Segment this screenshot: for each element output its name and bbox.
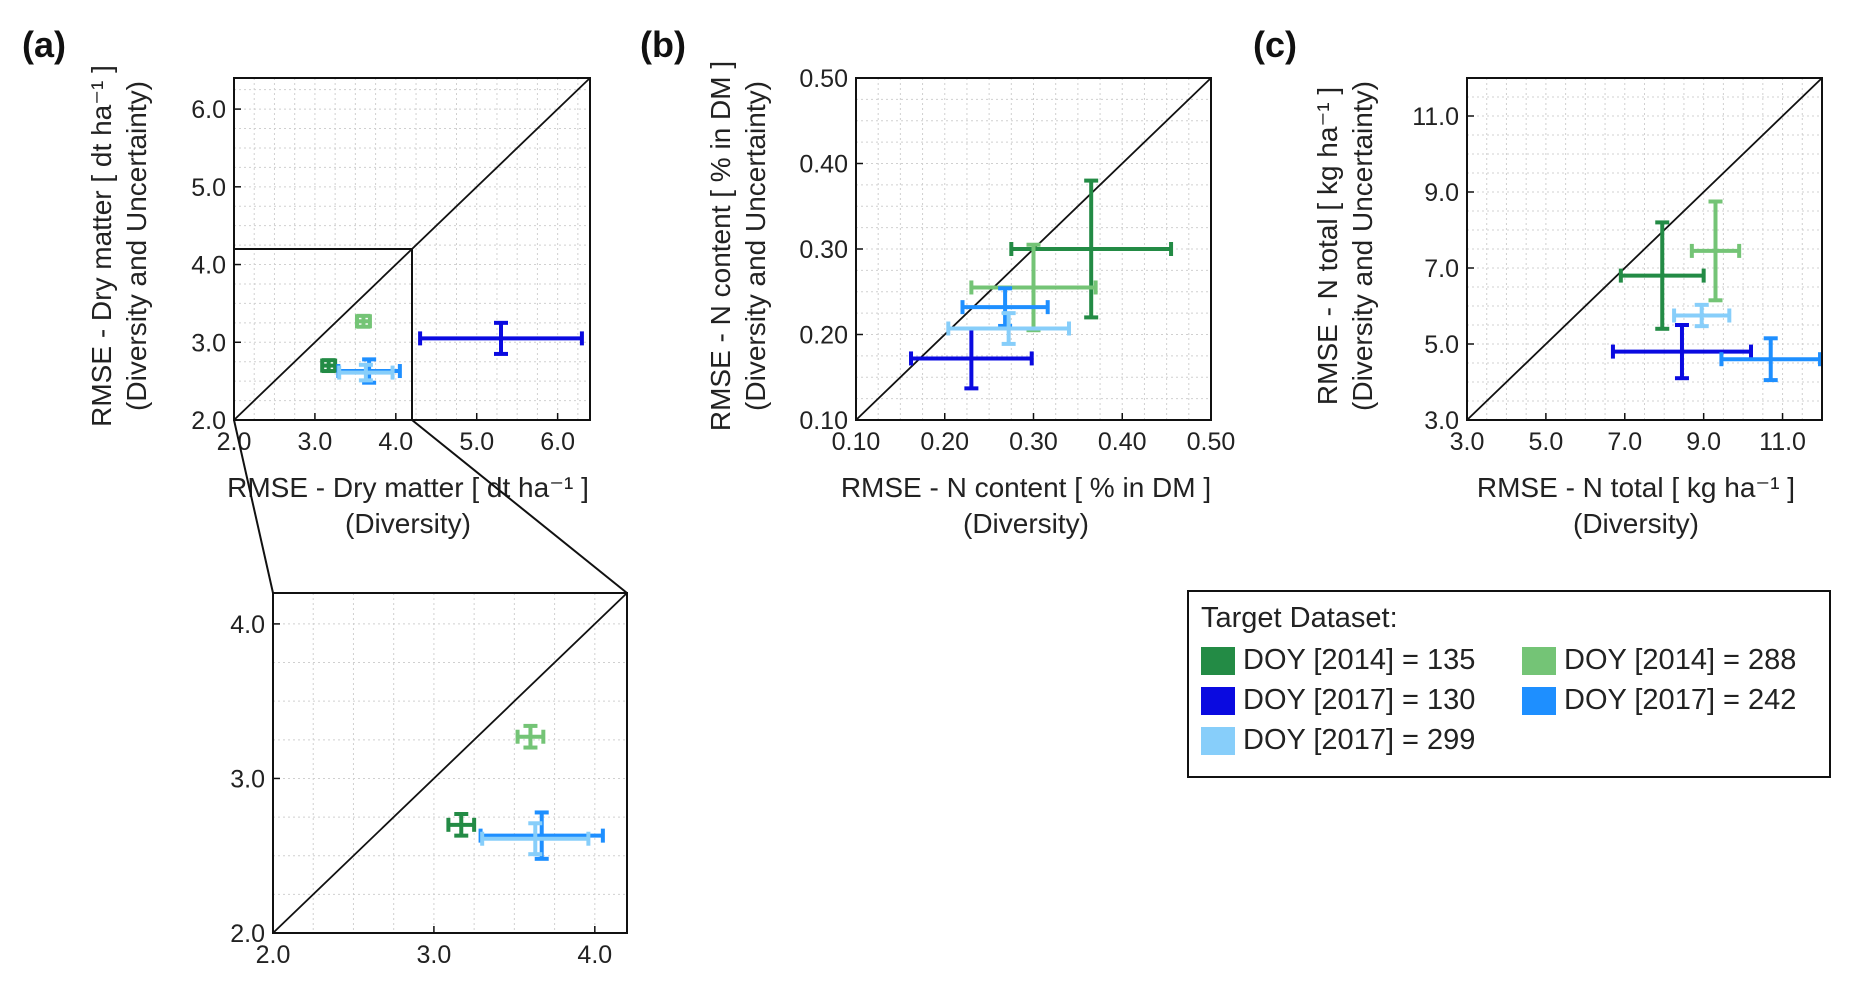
y-tick-label: 11.0 (1412, 103, 1459, 131)
x-tick-label: 6.0 (540, 428, 575, 456)
legend-swatch (1201, 726, 1235, 755)
legend: Target Dataset: DOY [2014] = 135 DOY [20… (1187, 590, 1831, 778)
legend-item-label: DOY [2014] = 288 (1564, 644, 1797, 676)
legend-swatch (1201, 686, 1235, 715)
errorbar-point (354, 313, 372, 329)
errorbar-point (418, 320, 584, 356)
errorbar-point (446, 812, 477, 838)
errorbar-point (946, 311, 1071, 346)
y-tick-label: 3.0 (191, 329, 226, 357)
panel-label-c: (c) (1253, 24, 1297, 65)
legend-item: DOY [2017] = 130 (1201, 684, 1475, 717)
errorbar-point (1689, 199, 1742, 303)
legend-title: Target Dataset: (1201, 602, 1398, 634)
y-tick-label: 3.0 (1424, 407, 1459, 435)
zoom-region-box (233, 248, 413, 421)
y-tick-label: 4.0 (191, 252, 226, 280)
x-tick-label: 5.0 (1529, 428, 1564, 456)
x-tick-label: 2.0 (217, 428, 252, 456)
legend-item-label: DOY [2014] = 135 (1243, 644, 1476, 676)
panel-label-a: (a) (22, 24, 66, 65)
identity-line (272, 592, 628, 934)
x-tick-label: 7.0 (1607, 428, 1642, 456)
y-tick-label: 7.0 (1424, 255, 1459, 283)
legend-item: DOY [2017] = 242 (1522, 684, 1796, 717)
panel-b-ylabel-sub: (Diversity and Uncertainty) (740, 81, 771, 411)
chart-panel-b: 0.100.10 0.20 0.20 0.30 0.30 0.40 0.40 0.50 0.50 (799, 65, 1235, 456)
x-tick-label: 0.40 (1098, 428, 1147, 456)
legend-swatch (1522, 646, 1556, 675)
panel-c-ylabel: RMSE - N total [ kg ha⁻¹ ] (1312, 87, 1343, 405)
y-tick-label: 5.0 (1424, 331, 1459, 359)
x-tick-label: 0.30 (1009, 428, 1058, 456)
chart-panel-a-inset: 2.02.0 3.0 3.0 4.0 4.0 (230, 592, 628, 969)
plot-frame (272, 592, 628, 934)
y-tick-label: 0.50 (799, 65, 848, 93)
errorbar-point (515, 723, 546, 750)
x-tick-label: 2.0 (256, 941, 291, 969)
plot-frame (855, 77, 1212, 421)
panel-a-xlabel: RMSE - Dry matter [ dt ha⁻¹ ] (227, 472, 589, 503)
panel-a-xlabel-sub: (Diversity) (345, 508, 471, 539)
panel-a-ylabel: RMSE - Dry matter [ dt ha⁻¹ ] (86, 65, 117, 427)
x-tick-label: 0.50 (1187, 428, 1236, 456)
y-tick-label: 2.0 (191, 407, 226, 435)
x-tick-label: 4.0 (378, 428, 413, 456)
panel-a-ylabel-sub: (Diversity and Uncertainty) (121, 81, 152, 411)
x-tick-label: 3.0 (1450, 428, 1485, 456)
y-tick-label: 4.0 (230, 611, 265, 639)
y-tick-label: 9.0 (1424, 179, 1459, 207)
errorbar-point (1610, 323, 1753, 381)
plot-frame (1466, 77, 1823, 421)
legend-item-label: DOY [2017] = 130 (1243, 684, 1476, 716)
y-tick-label: 3.0 (230, 765, 265, 793)
legend-item: DOY [2014] = 135 (1201, 644, 1475, 677)
errorbar-point (1618, 220, 1706, 331)
panel-c-xlabel-sub: (Diversity) (1573, 508, 1699, 539)
x-tick-label: 4.0 (577, 941, 612, 969)
y-tick-label: 0.10 (799, 407, 848, 435)
identity-line (1466, 77, 1823, 421)
errorbar-point (960, 286, 1050, 328)
panel-c-xlabel: RMSE - N total [ kg ha⁻¹ ] (1477, 472, 1795, 503)
panel-b-ylabel: RMSE - N content [ % in DM ] (705, 61, 736, 431)
errorbar-point (1672, 302, 1732, 329)
y-tick-label: 6.0 (191, 96, 226, 124)
panel-c-ylabel-sub: (Diversity and Uncertainty) (1347, 81, 1378, 411)
x-tick-label: 5.0 (459, 428, 494, 456)
y-tick-label: 0.40 (799, 151, 848, 179)
chart-panel-a: 2.02.0 3.0 3.0 4.0 4.0 5.0 5.0 6.0 6.0 (191, 77, 591, 456)
x-tick-label: 3.0 (417, 941, 452, 969)
errorbar-point (1719, 336, 1823, 383)
y-tick-label: 5.0 (191, 174, 226, 202)
errorbar-point (480, 821, 591, 857)
errorbar-point (320, 358, 338, 374)
legend-item-label: DOY [2017] = 299 (1243, 724, 1476, 756)
errorbar-point (1009, 178, 1174, 320)
errorbar-point (337, 362, 395, 383)
chart-panel-c: 3.03.0 5.0 5.0 7.0 7.0 9.0 9.0 11.0 11.0 (1412, 77, 1823, 456)
y-tick-label: 2.0 (230, 920, 265, 948)
panel-b-xlabel-sub: (Diversity) (963, 508, 1089, 539)
x-tick-label: 0.10 (832, 428, 881, 456)
y-tick-label: 0.20 (799, 322, 848, 350)
panel-b-xlabel: RMSE - N content [ % in DM ] (841, 472, 1211, 503)
legend-swatch (1522, 686, 1556, 715)
y-tick-label: 0.30 (799, 236, 848, 264)
legend-swatch (1201, 646, 1235, 675)
legend-item: DOY [2017] = 299 (1201, 724, 1475, 757)
legend-item: DOY [2014] = 288 (1522, 644, 1796, 677)
x-tick-label: 11.0 (1759, 428, 1806, 456)
zoom-connectors (233, 248, 628, 594)
x-tick-label: 3.0 (298, 428, 333, 456)
x-tick-label: 9.0 (1686, 428, 1721, 456)
panel-label-b: (b) (640, 24, 686, 65)
x-tick-label: 0.20 (920, 428, 969, 456)
legend-item-label: DOY [2017] = 242 (1564, 684, 1797, 716)
